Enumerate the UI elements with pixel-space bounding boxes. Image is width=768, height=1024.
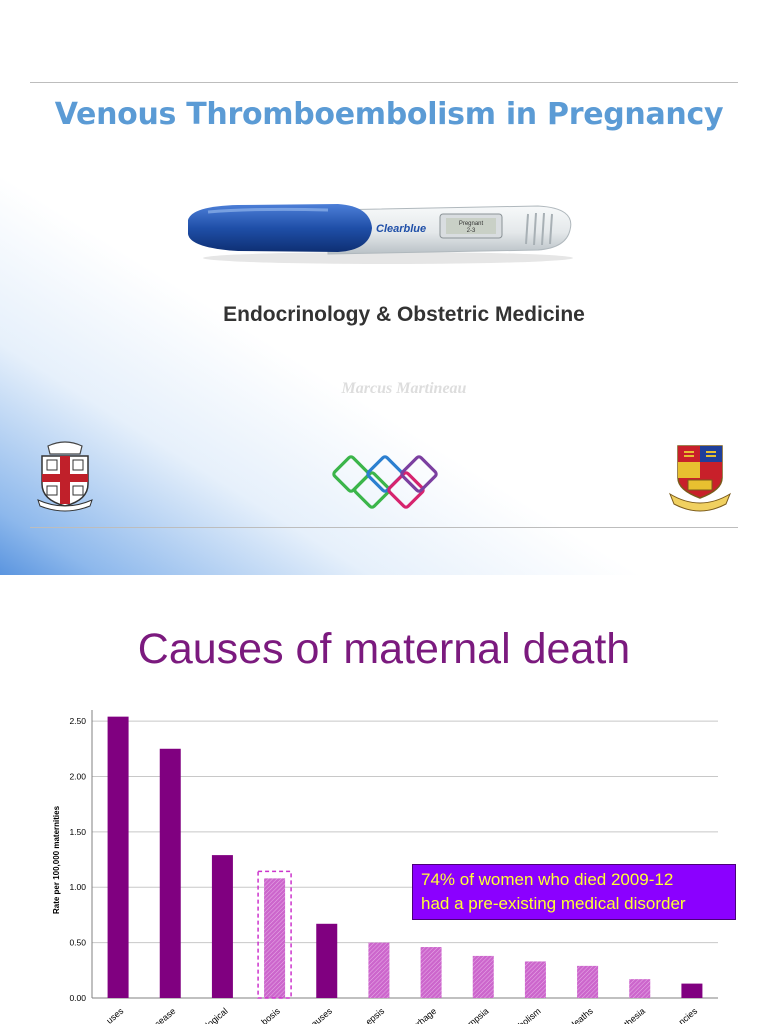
y-tick-label: 2.50 (69, 716, 86, 726)
x-tick-label: ...auses (303, 1006, 334, 1024)
y-tick-label: 1.50 (69, 827, 86, 837)
callout-box: 74% of women who died 2009-12 had a pre-… (412, 864, 736, 920)
slide-title-causes: Causes of maternal death (137, 625, 631, 673)
bar (211, 855, 233, 998)
test-brand: Clearblue (376, 223, 426, 235)
x-tick-label: ...mpsia (460, 1006, 491, 1024)
college-crest-icon (668, 442, 732, 514)
bar (107, 716, 129, 998)
slide-title: Venous Thromboembolism in Pregnancy (54, 97, 724, 132)
x-tick-label: ...rrhage (406, 1006, 438, 1024)
bar (629, 979, 651, 998)
bar (524, 961, 546, 998)
causes-slide: Causes of maternal death 0.00 0.50 1.00 1.5… (0, 575, 768, 1024)
bar (472, 955, 494, 998)
x-tick-label: ...epsis (358, 1006, 387, 1024)
bar (368, 942, 390, 998)
pregnancy-test-image: Pregnant 2-3 Clearblue (178, 196, 578, 268)
x-tick-label: ...thesia (616, 1006, 647, 1024)
bar (577, 965, 599, 998)
top-divider (30, 82, 738, 83)
y-tick-label: 2.00 (69, 771, 86, 781)
callout-line1: 74% of women who died 2009-12 (421, 870, 674, 889)
bar (681, 983, 703, 998)
bar (420, 947, 442, 998)
test-display-line2: 2-3 (467, 228, 476, 234)
callout-line2: had a pre-existing medical disorder (421, 894, 686, 913)
bar (316, 923, 338, 998)
bar (264, 878, 286, 998)
slide-subtitle: Endocrinology & Obstetric Medicine (223, 303, 585, 326)
bar-chart-svg: 0.00 0.50 1.00 1.50 2.00 2.50 ...uses ...sease… (52, 710, 718, 1024)
title-slide: Venous Thromboembolism in Pregnancy (0, 0, 768, 575)
x-tick-label: ...ncies (671, 1006, 700, 1024)
y-tick-label: 0.50 (69, 938, 86, 948)
bottom-divider (30, 527, 738, 528)
bar (159, 748, 181, 998)
y-tick-label: 1.00 (69, 882, 86, 892)
maternal-death-chart: 0.00 0.50 1.00 1.50 2.00 2.50 ...uses ...sease… (0, 710, 768, 1024)
x-tick-label: ...uses (99, 1006, 126, 1024)
x-tick-label: ...bolism (511, 1006, 543, 1024)
x-tick-label: ...deaths (562, 1006, 595, 1024)
test-display-line1: Pregnant (459, 221, 484, 227)
university-crest-icon (36, 440, 94, 512)
author-name: Marcus Martineau (341, 380, 467, 397)
x-tick-label: ...logical (198, 1006, 230, 1024)
y-tick-label: 0.00 (69, 993, 86, 1003)
highlight-box (257, 870, 292, 999)
x-tick-label: ...bosis (254, 1006, 283, 1024)
diamond-logo-icon (326, 455, 444, 513)
x-tick-label: ...sease (147, 1006, 178, 1024)
y-axis-label: Rate per 100,000 maternities (52, 805, 61, 914)
